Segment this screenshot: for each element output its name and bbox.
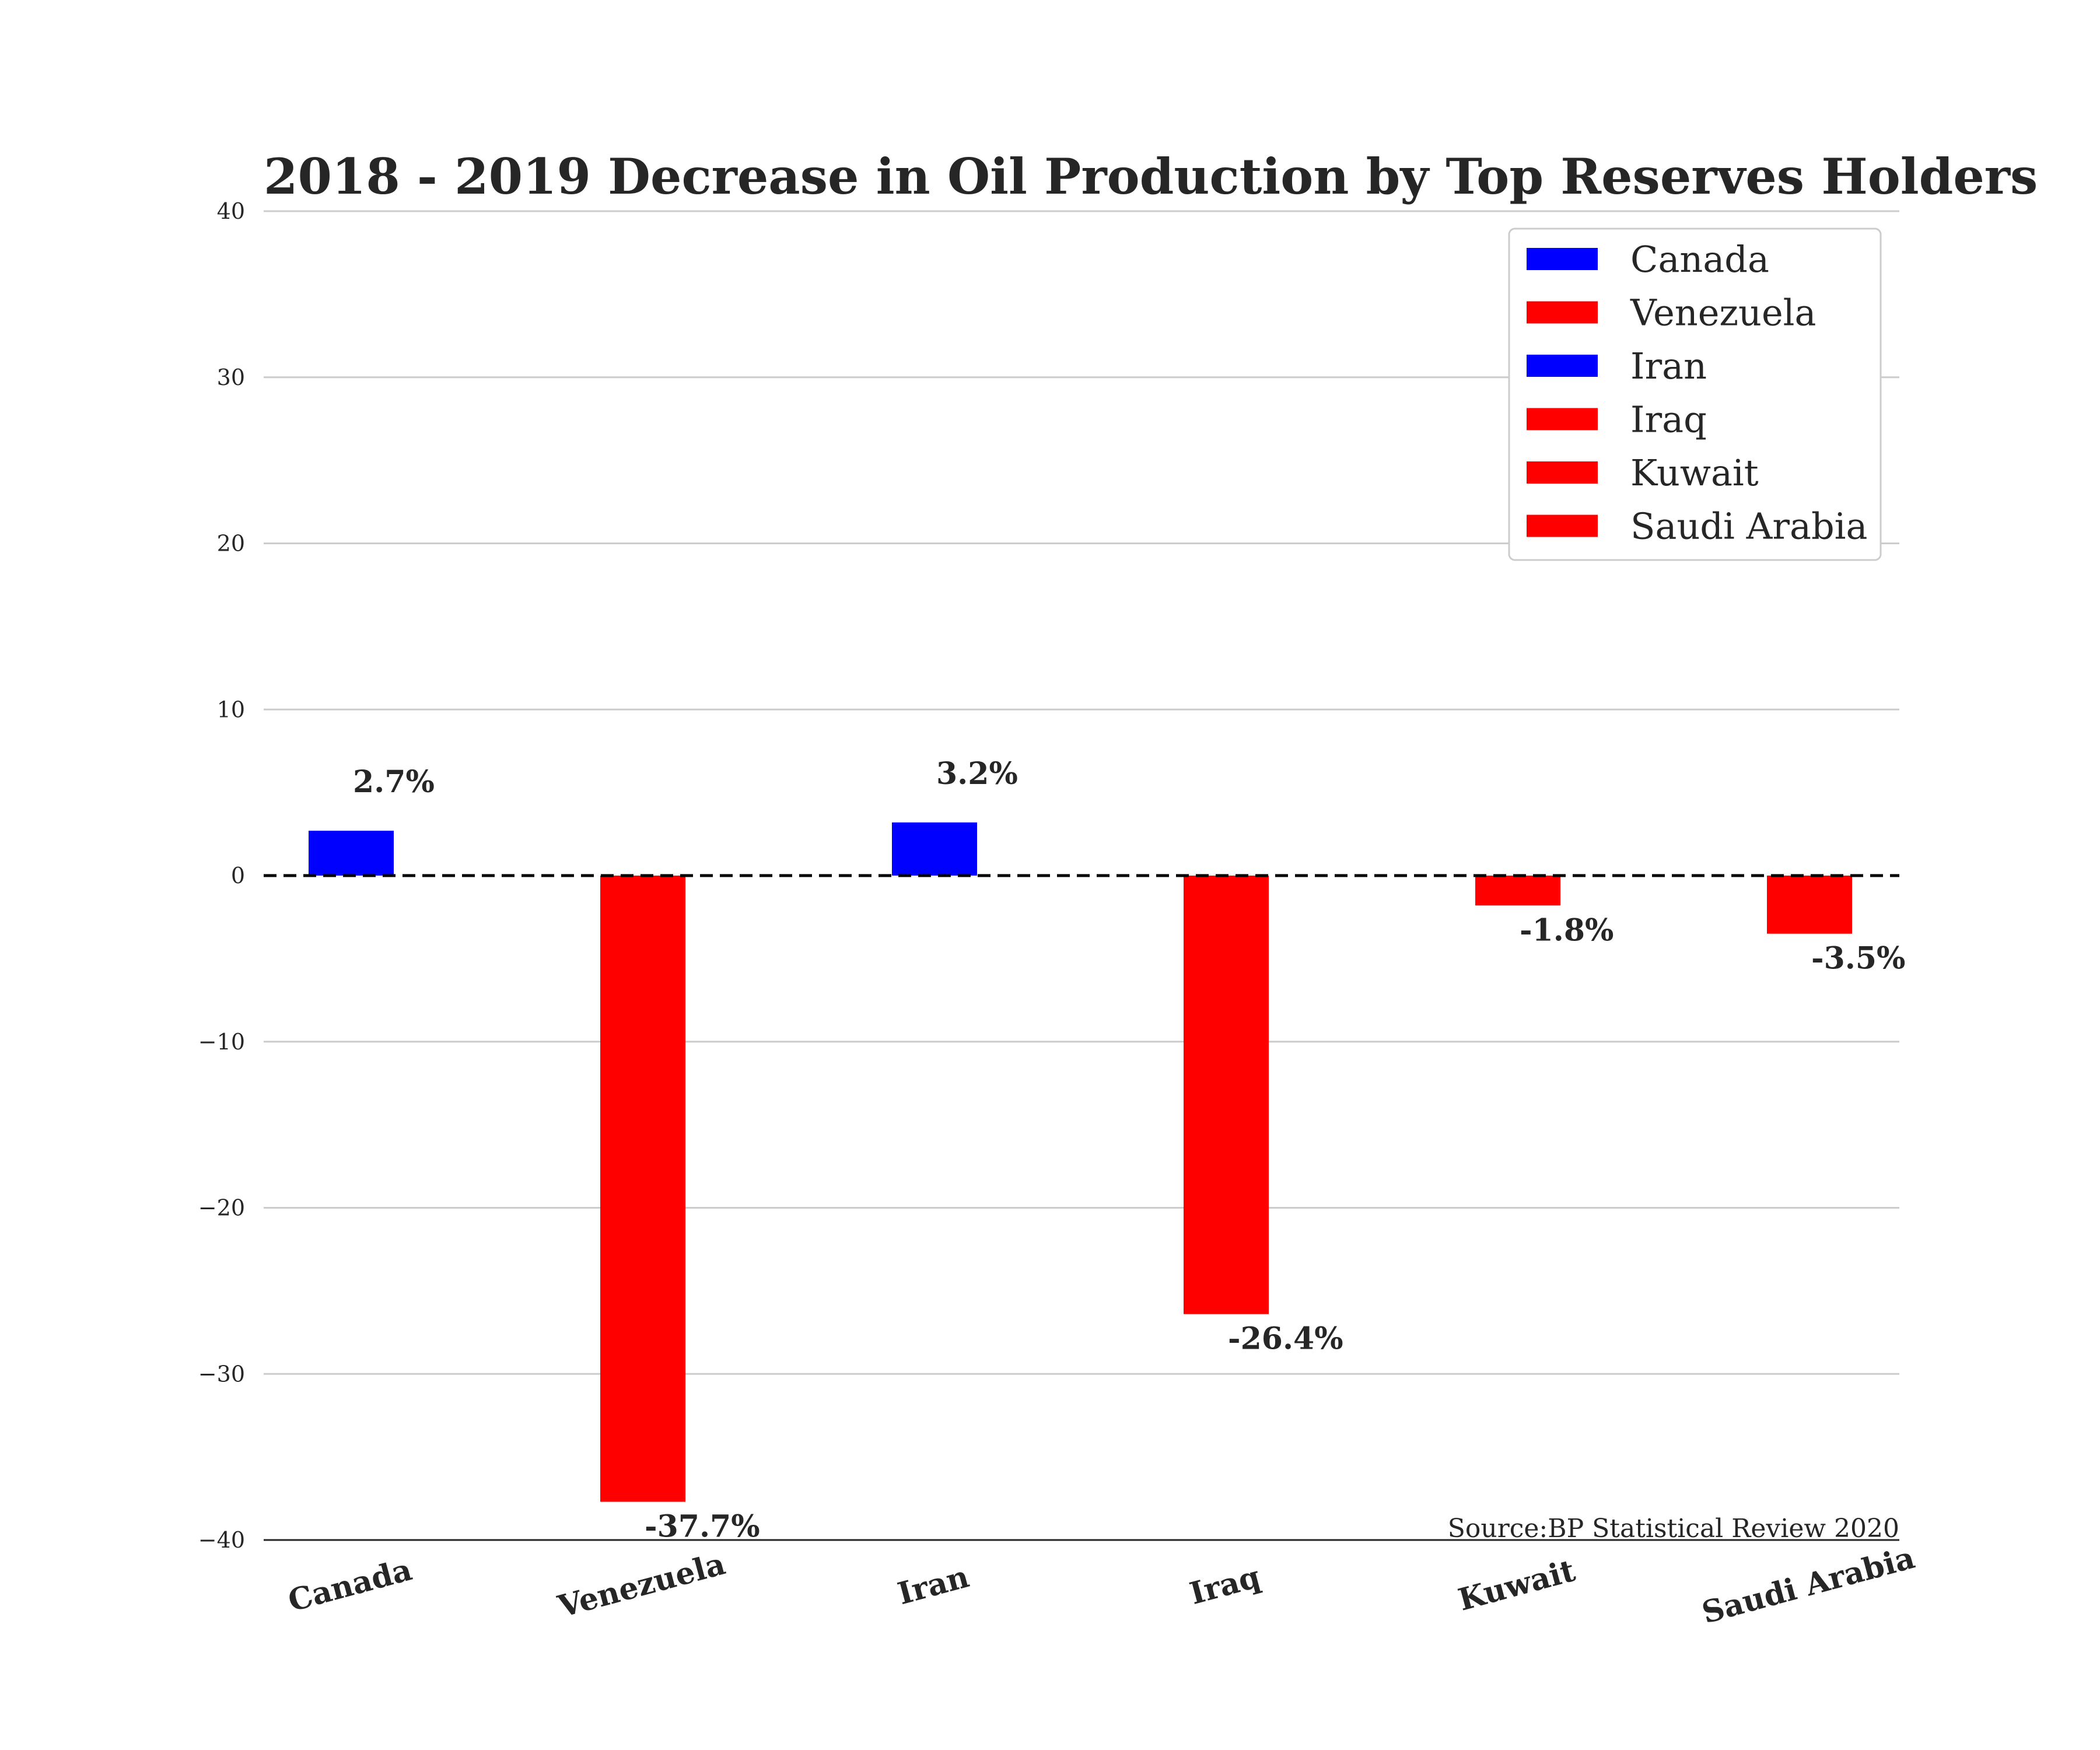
x-tick-label: Canada <box>285 1552 416 1619</box>
legend-label: Iraq <box>1630 398 1707 441</box>
legend-label: Venezuela <box>1630 292 1816 334</box>
y-tick-label: −20 <box>198 1195 245 1221</box>
x-tick-label: Iraq <box>1186 1559 1264 1612</box>
legend-label: Saudi Arabia <box>1630 505 1867 548</box>
bar <box>1475 876 1560 906</box>
data-label: -26.4% <box>1228 1321 1343 1357</box>
x-axis-ticks: Canada Venezuela Iran Iraq Kuwait Saudi Arabi… <box>285 1540 1919 1631</box>
x-tick-label: Iran <box>894 1559 973 1612</box>
chart-title: 2018 - 2019 Decrease in Oil Production b… <box>264 148 2038 205</box>
bar <box>309 831 394 876</box>
y-tick-label: −40 <box>198 1527 245 1553</box>
legend-swatch <box>1527 408 1598 430</box>
legend-swatch <box>1527 514 1598 537</box>
data-label: 2.7% <box>353 764 435 800</box>
y-tick-label: 30 <box>217 365 245 390</box>
bar <box>892 822 977 876</box>
y-axis-ticks: 40 30 20 10 0 −10 −20 −30 −40 <box>198 198 245 1553</box>
y-tick-label: −30 <box>198 1361 245 1387</box>
source-annotation: Source:BP Statistical Review 2020 <box>1448 1514 1899 1544</box>
bar <box>600 876 685 1502</box>
bars <box>264 822 1899 1502</box>
legend-label: Iran <box>1630 345 1707 387</box>
y-tick-label: −10 <box>198 1029 245 1055</box>
y-tick-label: 10 <box>217 696 245 722</box>
legend-swatch <box>1527 248 1598 270</box>
data-label: 3.2% <box>936 756 1018 792</box>
data-label: -3.5% <box>1811 941 1905 977</box>
legend-swatch <box>1527 301 1598 324</box>
legend-label: Canada <box>1630 238 1769 281</box>
bar <box>1767 876 1852 934</box>
data-label: -37.7% <box>645 1509 760 1545</box>
x-tick-label: Saudi Arabia <box>1698 1540 1919 1631</box>
legend: Canada Venezuela Iran Iraq Kuwait Saudi Arabi… <box>1508 228 1882 561</box>
x-tick-label: Kuwait <box>1455 1553 1579 1618</box>
bar <box>1184 876 1269 1314</box>
data-label: -1.8% <box>1520 912 1614 948</box>
y-tick-label: 20 <box>217 531 245 556</box>
y-tick-label: 40 <box>217 198 245 224</box>
legend-label: Kuwait <box>1630 452 1759 494</box>
legend-swatch <box>1527 355 1598 377</box>
legend-frame <box>1508 228 1882 561</box>
gridlines <box>264 210 1899 1541</box>
data-labels: 2.7% -37.7% 3.2% -26.4% -1.8% -3.5% <box>353 756 1905 1545</box>
legend-swatch <box>1527 461 1598 484</box>
x-tick-label: Venezuela <box>554 1546 729 1625</box>
y-tick-label: 0 <box>231 863 245 888</box>
